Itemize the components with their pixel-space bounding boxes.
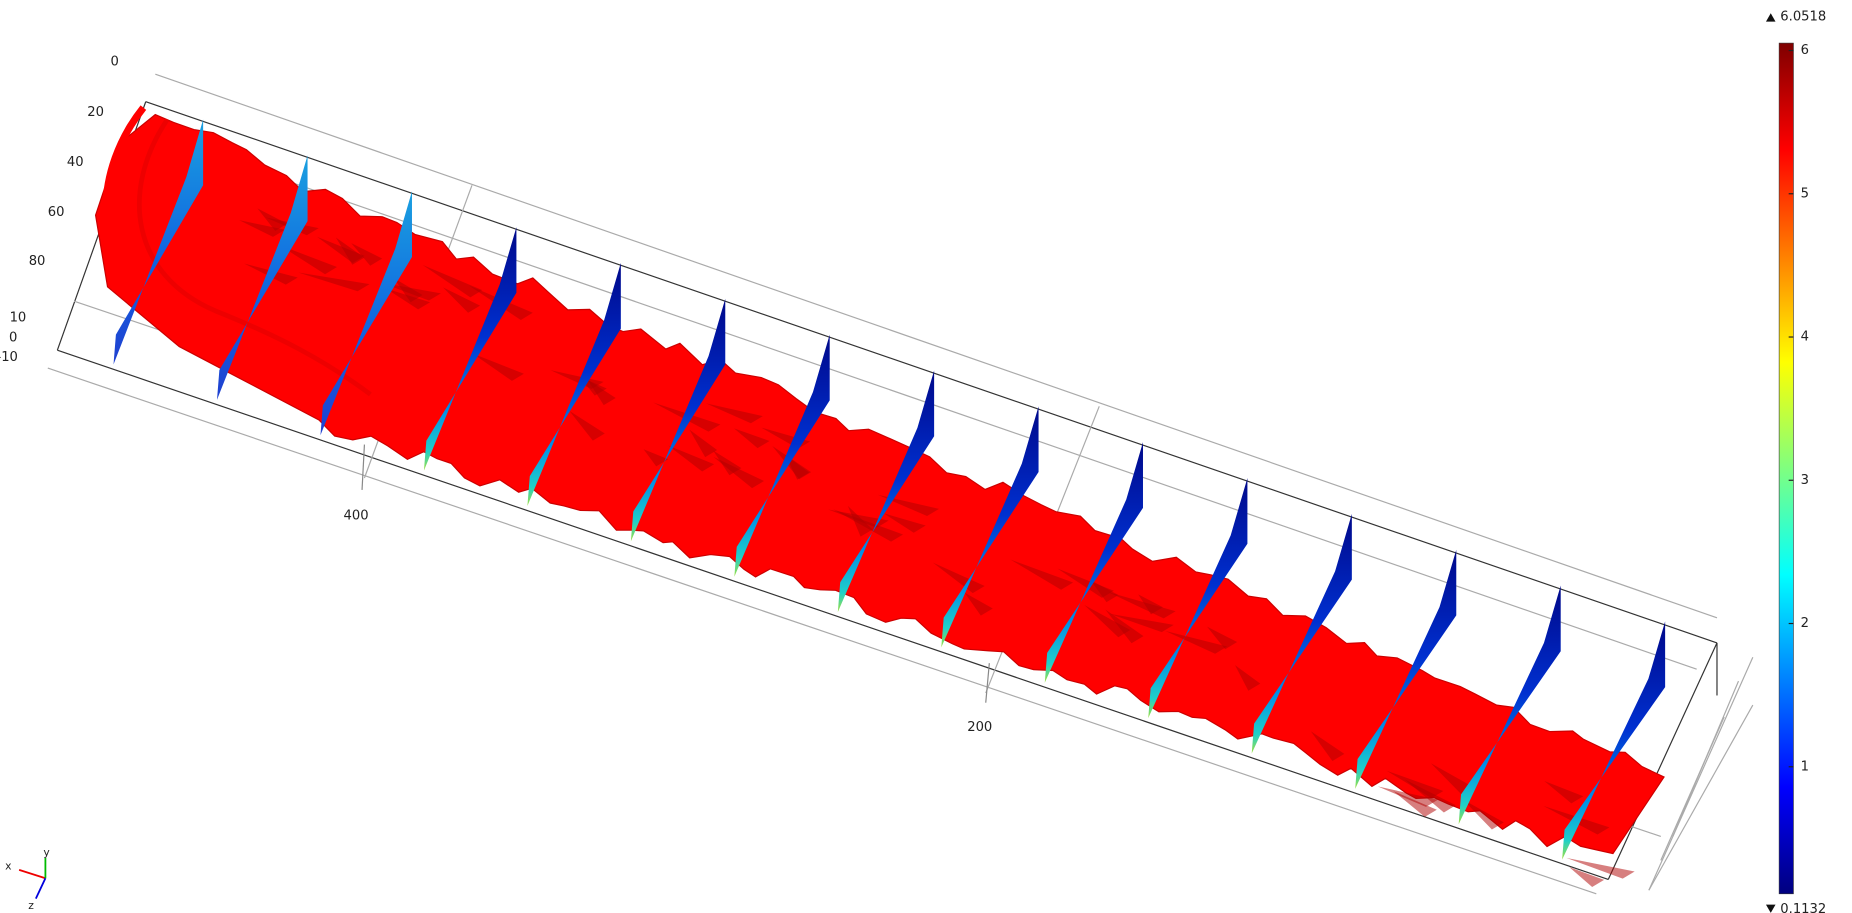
surface-fold: [734, 428, 770, 449]
slice: [630, 298, 726, 542]
slice: [527, 262, 621, 506]
surface-fold: [1386, 770, 1444, 799]
triad-z: z: [28, 899, 34, 912]
slice: [216, 155, 308, 400]
surface-fold: [380, 282, 441, 301]
slice: [423, 227, 517, 471]
x-tick-label: 400: [344, 509, 369, 524]
x-tick-label: 200: [967, 720, 992, 735]
surface-fold: [1010, 559, 1074, 590]
surface-fold: [706, 403, 763, 424]
surface-loop: [137, 118, 372, 397]
surface-fold: [1057, 568, 1114, 598]
surface-fold: [643, 449, 669, 467]
surface-fold: [932, 562, 985, 594]
surface-fold: [257, 208, 288, 231]
slice: [941, 406, 1039, 648]
slice: [113, 119, 204, 365]
surface-fold: [1105, 609, 1144, 644]
surface-fold: [422, 265, 483, 298]
min-arrow: [1765, 904, 1776, 913]
surface-fold: [883, 513, 926, 533]
slice: [1355, 549, 1457, 789]
red-isosurface: [94, 105, 1665, 887]
max-arrow: [1765, 13, 1776, 22]
slice: [1251, 513, 1352, 754]
axis-triad: [18, 857, 47, 899]
slice: [1148, 478, 1248, 719]
colorbar-gradient: [1778, 42, 1794, 895]
colorbar-tick-label: 2: [1801, 616, 1809, 631]
colorbar: [1765, 13, 1794, 913]
surface-fold: [1207, 626, 1238, 650]
slices: [113, 119, 1666, 860]
surface-fold: [351, 243, 383, 266]
surface-fold: [668, 445, 715, 472]
slice: [1044, 442, 1143, 683]
surface-fold: [239, 220, 285, 237]
slice: [837, 370, 935, 613]
y-tick-label: 20: [87, 105, 104, 120]
colorbar-min: 0.1132: [1780, 902, 1826, 913]
triad-y: y: [43, 846, 50, 859]
z-tick-label: 10: [10, 310, 27, 325]
surface-fold: [772, 445, 812, 480]
y-tick-label: 80: [29, 254, 46, 269]
surface-fold: [335, 237, 365, 265]
surface-fold: [964, 592, 993, 616]
colorbar-tick-label: 1: [1801, 759, 1809, 774]
z-tick-label: 0: [9, 331, 17, 346]
slice: [734, 334, 830, 577]
surface-fold: [279, 245, 337, 275]
surface-fold: [689, 429, 718, 458]
z-tick-label: -10: [0, 350, 18, 365]
x-tick-mark: [985, 663, 990, 703]
surface-fold: [1109, 613, 1174, 633]
surface-fold: [442, 287, 481, 313]
colorbar-tick-label: 5: [1801, 186, 1809, 201]
y-tick-label: 40: [67, 155, 84, 170]
surface-loop: [102, 105, 361, 422]
triad-x: x: [5, 859, 12, 872]
slice: [320, 191, 412, 436]
colorbar-max: 6.0518: [1780, 9, 1826, 24]
surface-fold: [1310, 731, 1345, 762]
colorbar-tick-label: 4: [1801, 330, 1809, 345]
surface-fold: [1084, 604, 1131, 638]
surface-fold: [1462, 799, 1504, 830]
surface-fold: [569, 410, 605, 441]
surface-fold: [1108, 592, 1176, 619]
surface-fold: [472, 353, 524, 381]
surface-body: [94, 113, 1665, 855]
slice: [1562, 621, 1666, 860]
surface-fold: [1566, 857, 1635, 879]
surface-fold: [828, 509, 889, 528]
surface-fold: [1377, 786, 1438, 807]
surface-fold: [1544, 781, 1584, 804]
y-tick-label: 0: [111, 55, 119, 70]
surface-fold: [386, 288, 431, 310]
surface-fold: [298, 272, 370, 292]
colorbar-tick-label: 6: [1801, 43, 1809, 58]
surface-fold: [1234, 665, 1261, 691]
surface-fold: [1430, 763, 1474, 795]
surface-fold: [1393, 791, 1437, 817]
y-tick-label: 60: [48, 205, 65, 220]
colorbar-tick-label: 3: [1801, 473, 1809, 488]
surface-fold: [713, 456, 765, 489]
x-tick-mark: [361, 444, 366, 490]
slice: [1458, 585, 1561, 825]
surface-fold: [877, 494, 940, 517]
surface-fold: [1569, 867, 1605, 887]
surface-fold: [1165, 630, 1228, 654]
